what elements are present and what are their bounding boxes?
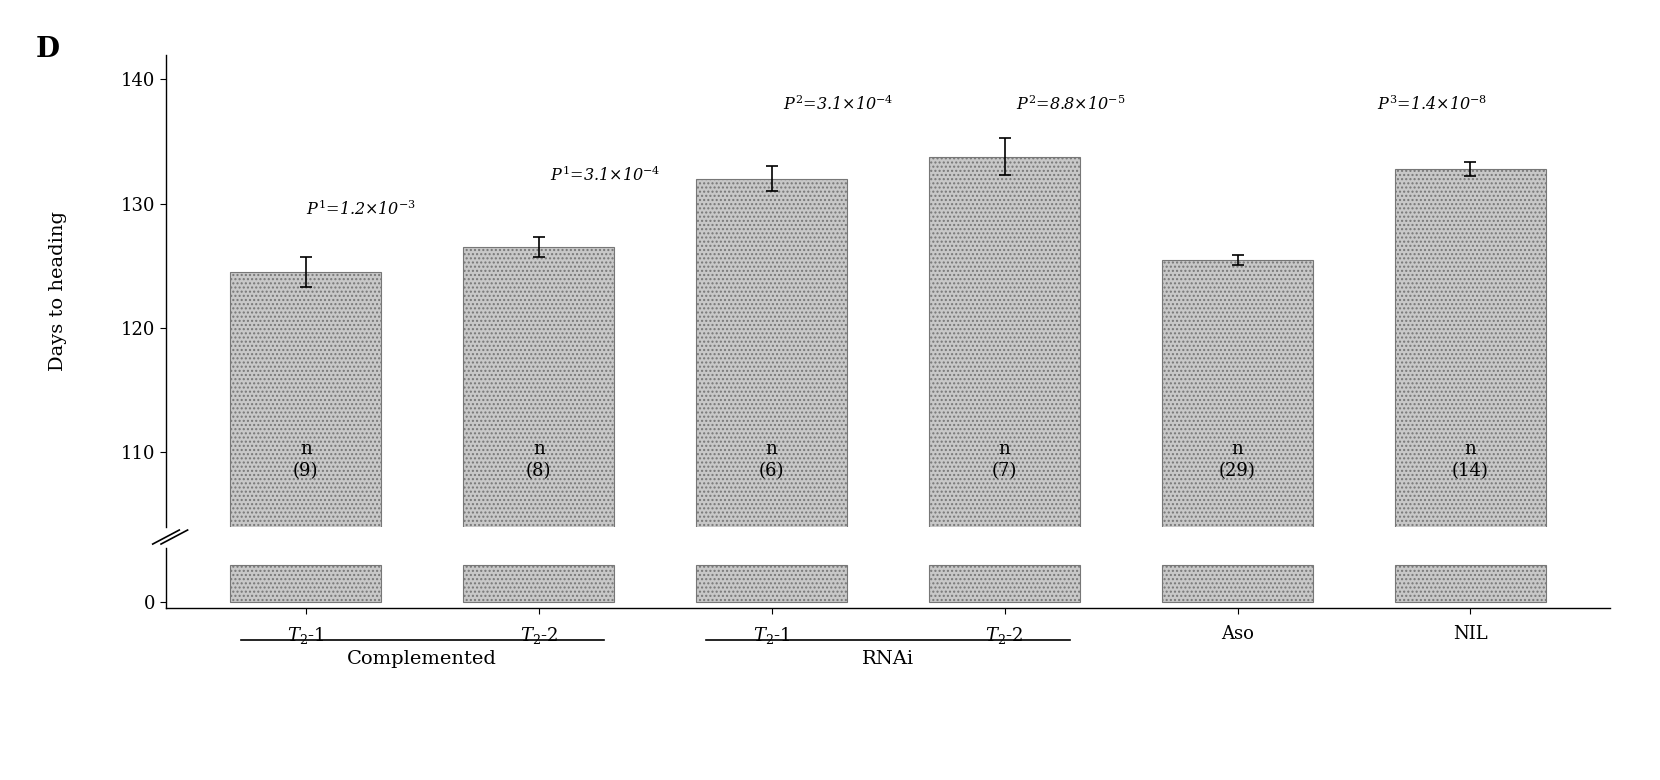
Text: n: n — [765, 440, 777, 458]
Text: Complemented: Complemented — [347, 651, 496, 668]
Text: (8): (8) — [526, 462, 551, 480]
Text: (29): (29) — [1218, 462, 1257, 480]
Text: RNAi: RNAi — [862, 651, 915, 668]
Text: $T_2$-2: $T_2$-2 — [520, 625, 558, 646]
Text: (9): (9) — [294, 462, 319, 480]
Text: (14): (14) — [1452, 462, 1489, 480]
Text: (7): (7) — [993, 462, 1018, 480]
Bar — [930, 157, 1081, 780]
Bar — [696, 179, 847, 780]
Text: Days to heading: Days to heading — [50, 211, 66, 370]
Text: (6): (6) — [759, 462, 785, 480]
Bar — [231, 272, 382, 780]
Text: $T_2$-2: $T_2$-2 — [986, 625, 1024, 646]
Text: n: n — [1232, 440, 1243, 458]
Text: $P^1$=3.1×10$^{-4}$: $P^1$=3.1×10$^{-4}$ — [551, 165, 661, 185]
Text: $T_2$-1: $T_2$-1 — [754, 625, 790, 646]
Text: n: n — [1464, 440, 1476, 458]
Text: $P^1$=1.2×10$^{-3}$: $P^1$=1.2×10$^{-3}$ — [305, 199, 415, 218]
Bar — [463, 565, 614, 601]
Text: $P^2$=8.8×10$^{-5}$: $P^2$=8.8×10$^{-5}$ — [1016, 96, 1125, 114]
Bar — [1394, 565, 1545, 601]
Text: $P^3$=1.4×10$^{-8}$: $P^3$=1.4×10$^{-8}$ — [1378, 96, 1487, 114]
Text: n: n — [533, 440, 544, 458]
Text: D: D — [37, 36, 60, 62]
Text: Aso: Aso — [1222, 625, 1253, 643]
Text: $T_2$-1: $T_2$-1 — [287, 625, 324, 646]
Text: NIL: NIL — [1452, 625, 1487, 643]
Text: n: n — [300, 440, 312, 458]
Bar — [231, 565, 382, 601]
Text: n: n — [999, 440, 1011, 458]
Bar — [1162, 565, 1313, 601]
Bar — [463, 247, 614, 780]
Bar — [696, 565, 847, 601]
Text: $P^2$=3.1×10$^{-4}$: $P^2$=3.1×10$^{-4}$ — [784, 95, 893, 114]
Bar — [930, 565, 1081, 601]
Bar — [1162, 260, 1313, 780]
Bar — [1394, 169, 1545, 780]
